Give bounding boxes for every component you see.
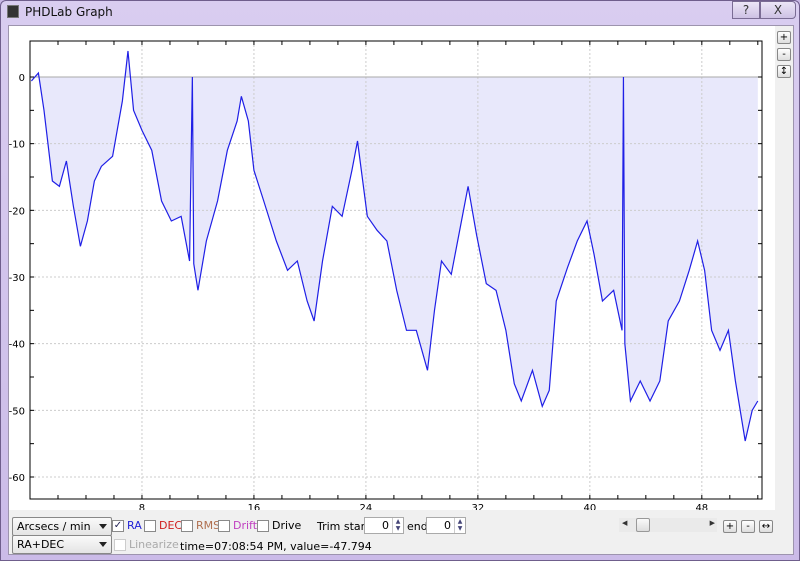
checkbox-label: RMS — [196, 519, 221, 532]
trim-start-value: 0 — [382, 519, 389, 532]
x-tick-label: 40 — [583, 503, 596, 510]
checkbox-box — [144, 519, 156, 532]
chevron-down-icon — [99, 524, 107, 529]
chevron-down-icon — [99, 542, 107, 547]
trim-end-spinbox[interactable]: 0 ▲ ▼ — [426, 517, 466, 534]
checkbox-box — [181, 519, 193, 532]
checkbox-drive[interactable]: Drive — [257, 519, 301, 532]
checkbox-box: ✓ — [112, 519, 124, 532]
x-tick-label: 24 — [360, 503, 373, 510]
status-text: time=07:08:54 PM, value=-47.794 — [180, 540, 372, 553]
title-bar[interactable]: PHDLab Graph ? X — [1, 1, 800, 23]
zoom-in-button[interactable]: + — [777, 31, 791, 44]
checkbox-label: Drift — [233, 519, 258, 532]
y-tick-label: -10 — [9, 140, 25, 151]
hzoom-out-button[interactable]: - — [741, 520, 755, 533]
linearize-label: Linearize — [129, 538, 179, 551]
area-fill — [31, 51, 763, 441]
linearize-checkbox[interactable]: Linearize — [114, 538, 179, 551]
series-line-ra — [30, 50, 759, 442]
checkbox-label: DEC — [159, 519, 183, 532]
checkbox-drift[interactable]: Drift — [218, 519, 257, 532]
scroll-left-icon[interactable]: ◀ — [622, 519, 628, 527]
x-tick-label: 48 — [695, 503, 708, 510]
trim-start-spinbox[interactable]: 0 ▲ ▼ — [364, 517, 404, 534]
window-title: PHDLab Graph — [25, 5, 113, 19]
help-button[interactable]: ? — [732, 1, 760, 19]
hzoom-in-button[interactable]: + — [723, 520, 737, 533]
close-button[interactable]: X — [760, 1, 796, 19]
y-tick-label: -30 — [9, 273, 25, 284]
x-tick-label: 16 — [248, 503, 261, 510]
scrollbar-thumb[interactable] — [635, 518, 650, 532]
axis-select-value: RA+DEC — [17, 538, 65, 551]
trim-end-value: 0 — [444, 519, 451, 532]
scroll-right-icon[interactable]: ▶ — [709, 519, 715, 527]
y-tick-label: 0 — [19, 73, 25, 84]
x-tick-label: 8 — [139, 503, 145, 510]
plot-panel: 8 16 24 32 40 48 0 -10 -20 -30 -40 -50 -60 — [9, 26, 775, 514]
axis-select[interactable]: RA+DEC — [12, 535, 112, 554]
checkbox-label: Drive — [272, 519, 302, 532]
units-select-value: Arcsecs / min — [17, 520, 91, 533]
checkbox-box — [114, 538, 126, 551]
checkbox-box — [218, 519, 230, 532]
units-select[interactable]: Arcsecs / min — [12, 517, 112, 536]
fit-horizontal-button[interactable]: ↔ — [759, 520, 773, 533]
app-icon — [7, 5, 19, 18]
horizontal-scrollbar[interactable]: ◀ ▶ — [619, 518, 717, 532]
checkbox-dec[interactable]: DEC — [144, 519, 182, 532]
y-tick-label: -60 — [9, 473, 25, 484]
checkbox-box — [257, 519, 269, 532]
checkbox-ra[interactable]: ✓ RA — [112, 519, 142, 532]
y-tick-label: -50 — [9, 406, 25, 417]
checkbox-rms[interactable]: RMS — [181, 519, 220, 532]
spin-arrows-icon[interactable]: ▲ ▼ — [454, 518, 465, 533]
client-area: 8 16 24 32 40 48 0 -10 -20 -30 -40 -50 -60 + - ↕ Arc… — [8, 25, 794, 555]
checkbox-label: RA — [127, 519, 142, 532]
plot-frame — [29, 40, 763, 500]
y-tick-label: -40 — [9, 340, 25, 351]
fit-vertical-button[interactable]: ↕ — [777, 65, 791, 78]
x-tick-label: 32 — [472, 503, 485, 510]
zoom-out-button[interactable]: - — [777, 48, 791, 61]
chart[interactable]: 8 16 24 32 40 48 0 -10 -20 -30 -40 -50 -60 — [9, 26, 775, 514]
trim-start-label: Trim start: — [317, 520, 374, 533]
y-tick-label: -20 — [9, 206, 25, 217]
trim-end-label: end: — [407, 520, 432, 533]
spin-arrows-icon[interactable]: ▲ ▼ — [392, 518, 403, 533]
